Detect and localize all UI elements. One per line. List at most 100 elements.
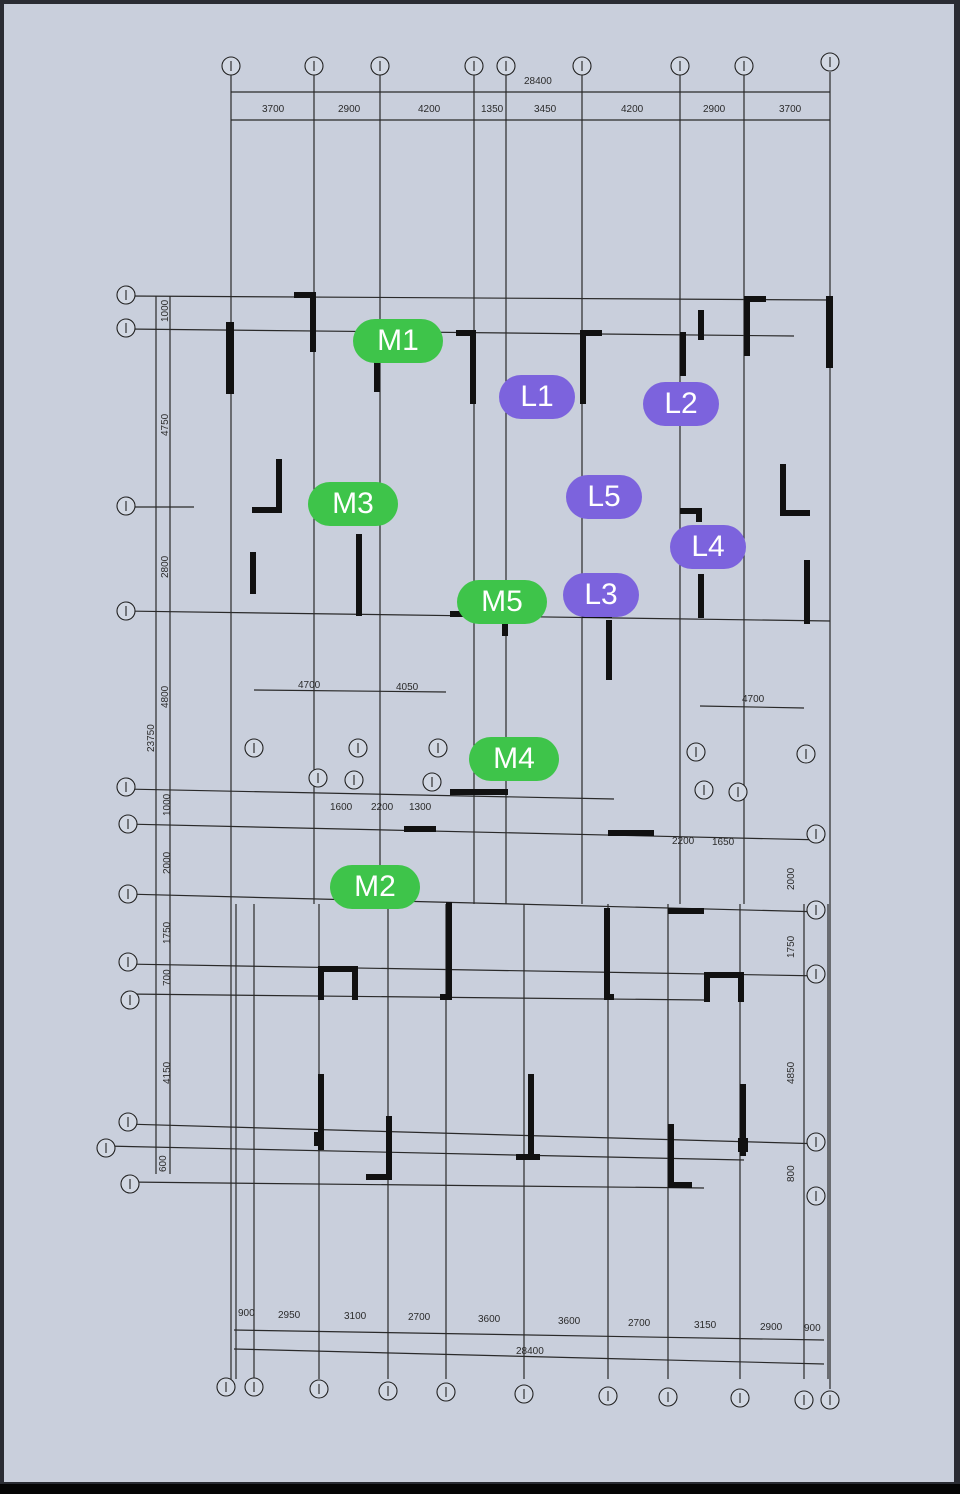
wall-segment — [740, 1084, 746, 1156]
bottom-span-3: 3100 — [344, 1311, 367, 1322]
marker-l3: L3 — [563, 573, 639, 617]
wall-segment — [502, 612, 508, 636]
marker-m4: M4 — [469, 737, 559, 781]
right-span-3: 4850 — [786, 1061, 797, 1084]
mid-a-span-1: 4700 — [298, 680, 321, 691]
bottom-span-2: 2950 — [278, 1310, 301, 1321]
wall-segment — [374, 334, 380, 392]
axis-line-h — [123, 823, 825, 841]
mid-b-span-3: 1300 — [409, 802, 432, 813]
marker-l5: L5 — [566, 475, 642, 519]
wall-segment — [404, 826, 436, 832]
axis-line-h — [103, 1145, 745, 1161]
wall-segment — [310, 292, 316, 352]
wall-segment — [528, 1074, 534, 1160]
right-span-4: 800 — [786, 1165, 797, 1182]
wall-segment — [606, 620, 612, 680]
top-span-7: 2900 — [703, 104, 726, 115]
wall-segment — [318, 966, 324, 1000]
axis-bubbles — [96, 52, 840, 1410]
mid-a-span-2: 4050 — [396, 682, 419, 693]
axis-line-h — [123, 788, 615, 800]
wall-segment — [668, 1124, 674, 1188]
dimension-line — [253, 689, 447, 693]
wall-segment — [680, 332, 686, 376]
mid-c-span-1: 2200 — [672, 836, 695, 847]
wall-segment — [668, 908, 704, 914]
right-span-2: 1750 — [786, 935, 797, 958]
wall-segment — [696, 508, 702, 522]
wall-segment — [352, 966, 358, 1000]
left-span-10: 600 — [158, 1155, 169, 1172]
wall-segment — [440, 994, 452, 1000]
left-span-7: 1750 — [162, 921, 173, 944]
top-total-dim: 28400 — [524, 76, 552, 87]
wall-segment — [698, 574, 704, 618]
floor-plan-drawing: 28400 3700 2900 4200 1350 3450 4200 2900… — [96, 52, 840, 1410]
bottom-span-10: 900 — [804, 1323, 821, 1334]
wall-segment — [250, 552, 256, 594]
drawing-sheet: 28400 3700 2900 4200 1350 3450 4200 2900… — [4, 4, 954, 1482]
left-span-4: 4800 — [160, 685, 171, 708]
top-span-1: 3700 — [262, 104, 285, 115]
axis-line-h — [123, 893, 825, 913]
wall-segment — [826, 296, 833, 368]
wall-segment — [604, 994, 614, 1000]
marker-m5: M5 — [457, 580, 547, 624]
bottom-total-dim: 28400 — [516, 1346, 544, 1357]
wall-segment — [780, 510, 810, 516]
axis-line-h — [123, 295, 831, 301]
top-span-5: 3450 — [534, 104, 557, 115]
axis-line-h — [123, 993, 705, 1001]
wall-segment — [704, 972, 710, 1002]
wall-segment — [744, 298, 750, 356]
mid-b-span-1: 1600 — [330, 802, 353, 813]
wall-segment — [318, 1074, 324, 1150]
wall-segment — [252, 507, 282, 513]
wall-segment — [744, 296, 766, 302]
wall-segment — [668, 1182, 692, 1188]
axis-line-h — [123, 1123, 825, 1145]
bottom-bar — [0, 1484, 960, 1494]
bottom-span-4: 2700 — [408, 1312, 431, 1323]
wall-segment — [314, 1132, 322, 1146]
marker-l2: L2 — [643, 382, 719, 426]
mid-d-span-1: 4700 — [742, 694, 765, 705]
wall-segment — [366, 1174, 392, 1180]
wall-segment — [446, 902, 452, 996]
left-span-9: 4150 — [162, 1061, 173, 1084]
left-span-5: 1000 — [162, 793, 173, 816]
wall-segment — [386, 1116, 392, 1180]
wall-segment — [580, 330, 586, 404]
marker-l1: L1 — [499, 375, 575, 419]
wall-segment — [780, 464, 786, 516]
bottom-span-1: 900 — [238, 1308, 255, 1319]
wall-segment — [604, 908, 610, 998]
wall-segment — [356, 534, 362, 616]
wall-segment — [226, 322, 234, 394]
top-span-3: 4200 — [418, 104, 441, 115]
left-span-2: 4750 — [160, 413, 171, 436]
wall-segment — [698, 310, 704, 340]
wall-segment — [470, 330, 476, 404]
grid-lines — [103, 72, 831, 1389]
dimension-line — [699, 705, 805, 709]
bottom-span-8: 3150 — [694, 1320, 717, 1331]
bottom-span-7: 2700 — [628, 1318, 651, 1329]
wall-segment — [738, 1138, 748, 1152]
marker-m3: M3 — [308, 482, 398, 526]
wall-segment — [276, 459, 282, 511]
left-span-6: 2000 — [162, 851, 173, 874]
left-total-dim: 23750 — [146, 724, 157, 752]
wall-segment — [294, 292, 316, 298]
dimension-line — [233, 1329, 825, 1341]
wall-segment — [456, 330, 474, 336]
mid-b-span-2: 2200 — [371, 802, 394, 813]
wall-segment — [608, 830, 654, 836]
mid-c-span-2: 1650 — [712, 837, 735, 848]
left-span-1: 1000 — [160, 299, 171, 322]
top-span-6: 4200 — [621, 104, 644, 115]
wall-segment — [680, 508, 702, 514]
top-span-4: 1350 — [481, 104, 504, 115]
wall-segment — [516, 1154, 540, 1160]
